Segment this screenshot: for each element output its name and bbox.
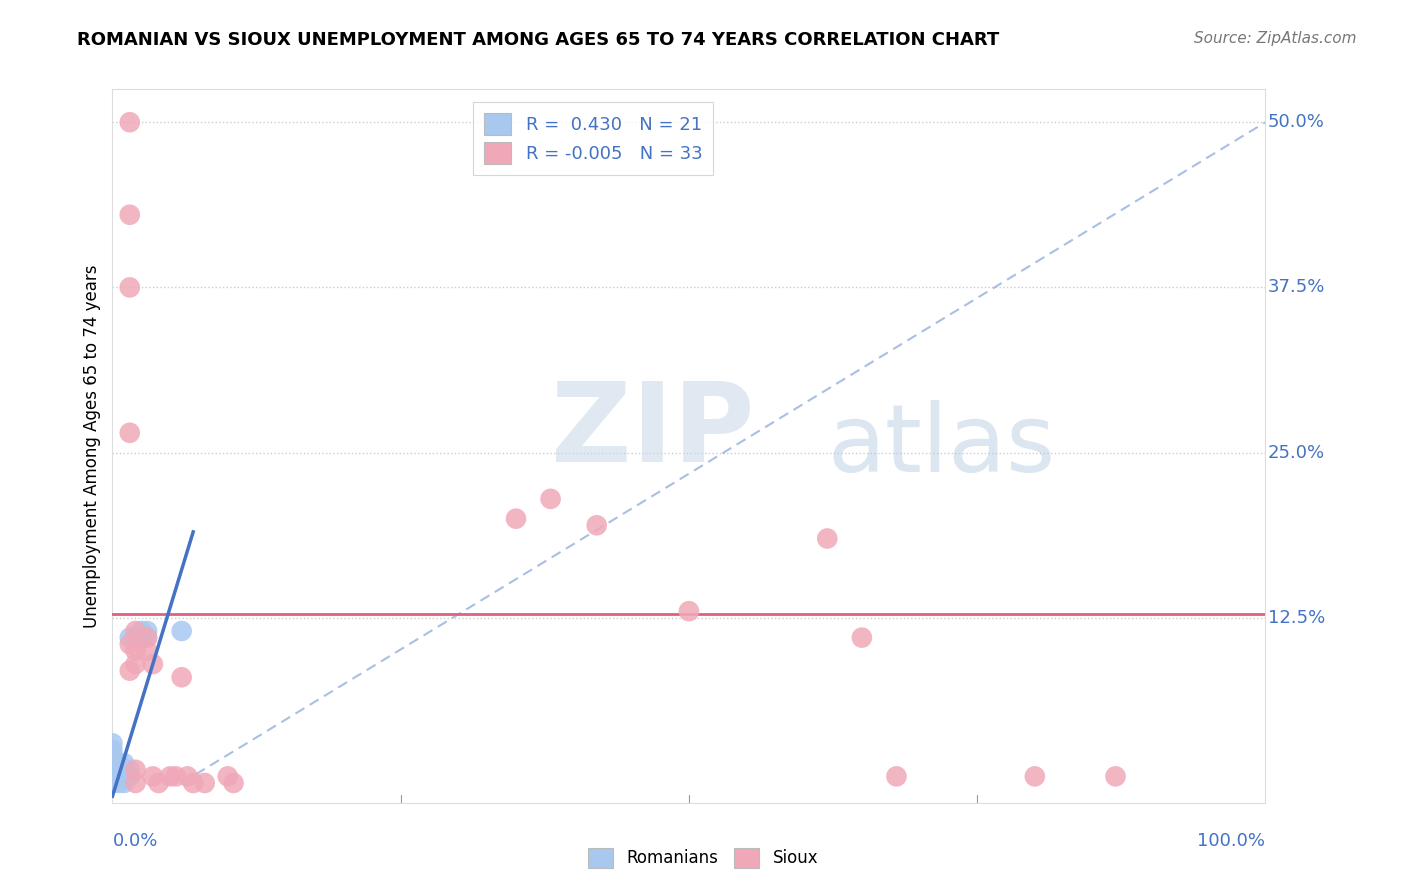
Point bbox=[124, 624, 146, 638]
Point bbox=[540, 491, 562, 506]
Point bbox=[118, 637, 141, 651]
Text: 37.5%: 37.5% bbox=[1268, 278, 1324, 296]
Legend: R =  0.430   N = 21, R = -0.005   N = 33: R = 0.430 N = 21, R = -0.005 N = 33 bbox=[474, 102, 713, 175]
Point bbox=[124, 763, 146, 777]
Point bbox=[124, 657, 146, 671]
Point bbox=[222, 776, 245, 790]
Text: 12.5%: 12.5% bbox=[1268, 609, 1324, 627]
Point bbox=[136, 624, 159, 638]
Point bbox=[101, 776, 124, 790]
Point bbox=[118, 425, 141, 440]
Point bbox=[170, 670, 193, 684]
Point bbox=[118, 763, 141, 777]
Point bbox=[142, 657, 165, 671]
Text: 0.0%: 0.0% bbox=[112, 832, 157, 850]
Point bbox=[136, 644, 159, 658]
Point bbox=[194, 776, 217, 790]
Point bbox=[148, 776, 170, 790]
Point bbox=[815, 532, 838, 546]
Point bbox=[1104, 769, 1126, 783]
Text: ZIP: ZIP bbox=[551, 378, 754, 485]
Point bbox=[1024, 769, 1046, 783]
Point bbox=[124, 631, 146, 645]
Point bbox=[136, 631, 159, 645]
Point bbox=[678, 604, 700, 618]
Point bbox=[124, 644, 146, 658]
Point bbox=[181, 776, 204, 790]
Point bbox=[118, 631, 141, 645]
Text: 100.0%: 100.0% bbox=[1198, 832, 1265, 850]
Point bbox=[101, 769, 124, 783]
Point bbox=[159, 769, 181, 783]
Point bbox=[112, 776, 135, 790]
Point bbox=[107, 756, 129, 771]
Point bbox=[505, 511, 527, 525]
Legend: Romanians, Sioux: Romanians, Sioux bbox=[581, 841, 825, 875]
Point bbox=[101, 743, 124, 757]
Point bbox=[101, 756, 124, 771]
Point bbox=[176, 769, 198, 783]
Point bbox=[101, 749, 124, 764]
Point bbox=[129, 624, 153, 638]
Text: 25.0%: 25.0% bbox=[1268, 443, 1324, 461]
Point bbox=[101, 763, 124, 777]
Point bbox=[112, 756, 135, 771]
Text: 50.0%: 50.0% bbox=[1268, 113, 1324, 131]
Point bbox=[585, 518, 607, 533]
Point bbox=[886, 769, 908, 783]
Point bbox=[118, 115, 141, 129]
Point bbox=[118, 664, 141, 678]
Point bbox=[170, 624, 193, 638]
Point bbox=[118, 280, 141, 294]
Point bbox=[118, 208, 141, 222]
Point bbox=[851, 631, 873, 645]
Point bbox=[112, 763, 135, 777]
Point bbox=[217, 769, 239, 783]
Text: ROMANIAN VS SIOUX UNEMPLOYMENT AMONG AGES 65 TO 74 YEARS CORRELATION CHART: ROMANIAN VS SIOUX UNEMPLOYMENT AMONG AGE… bbox=[77, 31, 1000, 49]
Text: atlas: atlas bbox=[827, 400, 1056, 492]
Point bbox=[118, 769, 141, 783]
Point bbox=[101, 736, 124, 750]
Y-axis label: Unemployment Among Ages 65 to 74 years: Unemployment Among Ages 65 to 74 years bbox=[83, 264, 101, 628]
Point bbox=[142, 769, 165, 783]
Point bbox=[124, 776, 146, 790]
Point bbox=[165, 769, 187, 783]
Text: Source: ZipAtlas.com: Source: ZipAtlas.com bbox=[1194, 31, 1357, 46]
Point bbox=[136, 631, 159, 645]
Point bbox=[107, 776, 129, 790]
Point bbox=[107, 763, 129, 777]
